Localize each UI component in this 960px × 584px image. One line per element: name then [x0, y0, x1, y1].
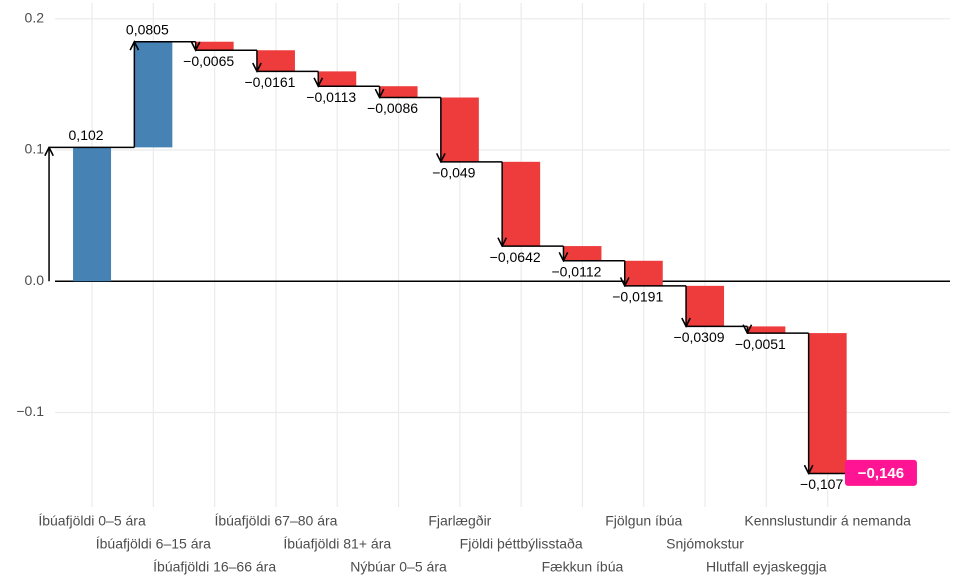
y-tick-label: 0.0 [25, 272, 45, 288]
value-label: −0,0112 [551, 263, 601, 279]
x-tick-label: Fjarlægðir [428, 513, 491, 529]
value-label: −0,0113 [306, 89, 356, 105]
x-tick-label: Íbúafjöldi 6–15 ára [96, 536, 211, 552]
bar [379, 86, 418, 98]
x-tick-label: Hlutfall eyjaskeggja [706, 559, 827, 575]
bar [686, 285, 725, 327]
value-label: −0,0086 [367, 100, 418, 116]
bar [73, 147, 112, 282]
x-tick-label: Snjómokstur [666, 536, 744, 552]
bar [134, 41, 173, 148]
y-tick-label: 0.1 [25, 141, 45, 157]
value-label: −0,0065 [183, 53, 234, 69]
x-tick-label: Íbúafjöldi 16–66 ára [153, 559, 276, 575]
bar [624, 260, 663, 286]
bar [318, 71, 357, 87]
y-tick-label: −0.1 [16, 403, 44, 419]
x-tick-label: Íbúafjöldi 81+ ára [283, 536, 391, 552]
x-tick-label: Nýbúar 0–5 ára [350, 559, 447, 575]
x-tick-label: Íbúafjöldi 0–5 ára [38, 513, 146, 529]
x-tick-label: Kennslustundir á nemanda [744, 513, 911, 529]
value-label: −0,0191 [612, 289, 663, 305]
value-label: −0,0051 [735, 336, 786, 352]
x-tick-label: Íbúafjöldi 67–80 ára [214, 513, 337, 529]
value-label: −0,0309 [674, 329, 725, 345]
bar [440, 97, 479, 162]
x-tick-label: Fjölgun íbúa [605, 513, 682, 529]
total-box [844, 459, 917, 486]
x-tick-label: Fjöldi þéttbýlisstaða [460, 536, 583, 552]
total-label: −0,146 [858, 465, 904, 482]
bar [747, 326, 786, 334]
value-label: −0,107 [800, 476, 843, 492]
value-label: 0,102 [69, 127, 104, 143]
bar [808, 333, 847, 474]
value-label: −0,0642 [490, 249, 541, 265]
bar [195, 41, 234, 51]
value-label: −0,0161 [244, 74, 295, 90]
value-label: −0,049 [432, 165, 475, 181]
value-label: 0,0805 [126, 21, 169, 37]
bar [256, 50, 295, 72]
bar [563, 246, 602, 261]
x-tick-label: Fækkun íbúa [542, 559, 624, 575]
y-tick-label: 0.2 [25, 9, 45, 25]
bar [502, 161, 541, 247]
